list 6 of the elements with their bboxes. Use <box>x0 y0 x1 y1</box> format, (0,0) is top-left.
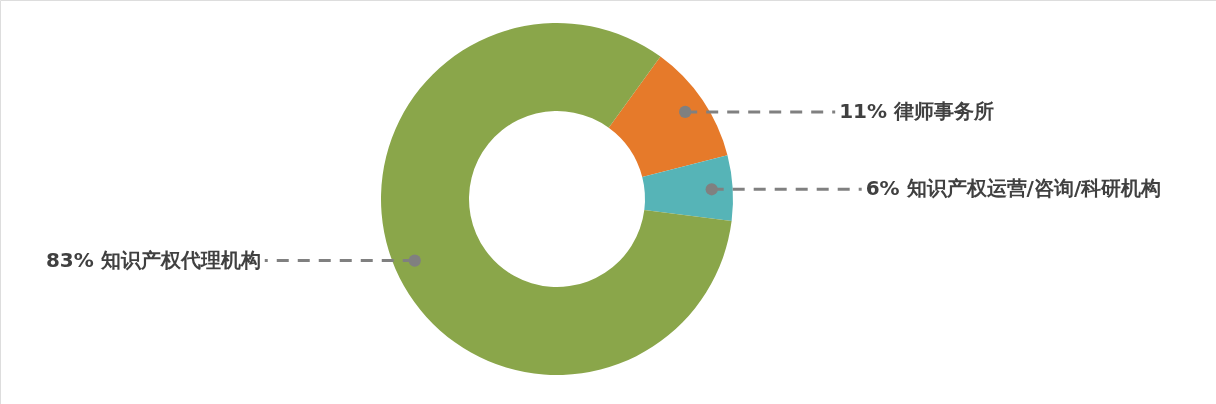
slice-label: 83% 知识产权代理机构 <box>45 247 261 272</box>
donut-slice <box>381 23 732 375</box>
donut-slice <box>608 56 728 178</box>
slice-label: 11% 律师事务所 <box>839 98 995 123</box>
donut-slice <box>642 155 733 222</box>
slice-label: 6% 知识产权运营/咨询/科研机构 <box>865 176 1162 201</box>
